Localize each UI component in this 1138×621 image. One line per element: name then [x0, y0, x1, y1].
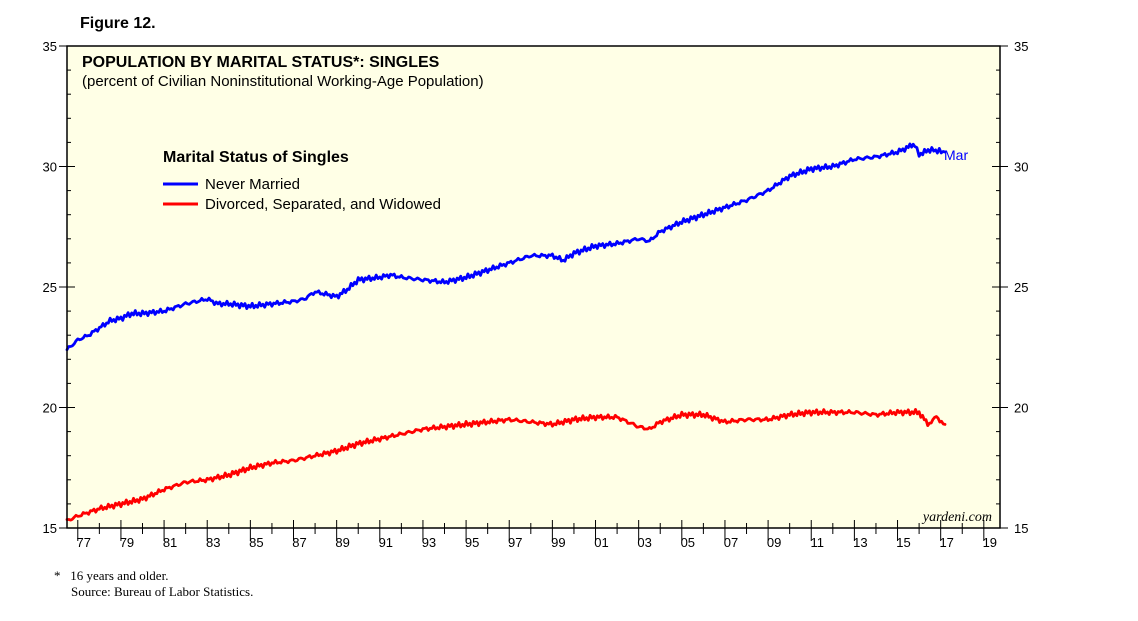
x-tick-label: 77: [77, 535, 91, 550]
legend-label-divorced: Divorced, Separated, and Widowed: [205, 196, 441, 213]
y-tick-label-left: 20: [43, 401, 57, 416]
plot-background: [67, 46, 1000, 528]
x-tick-label: 87: [292, 535, 306, 550]
y-tick-label-left: 35: [43, 39, 57, 54]
y-tick-label-left: 30: [43, 160, 57, 175]
x-tick-label: 17: [939, 535, 953, 550]
y-tick-label-right: 30: [1014, 160, 1028, 175]
footnote-asterisk: *: [54, 568, 61, 583]
x-tick-label: 99: [551, 535, 565, 550]
x-tick-label: 15: [896, 535, 910, 550]
footnote-note: 16 years and older.: [70, 568, 169, 583]
legend-label-never-married: Never Married: [205, 176, 300, 193]
y-tick-label-left: 15: [43, 521, 57, 536]
x-tick-label: 03: [637, 535, 651, 550]
footnote-source: Source: Bureau of Labor Statistics.: [71, 584, 254, 599]
series-line-divorced: [65, 407, 947, 522]
watermark: yardeni.com: [921, 510, 992, 525]
x-tick-label: 93: [422, 535, 436, 550]
chart-subtitle: (percent of Civilian Noninstitutional Wo…: [82, 73, 484, 90]
x-tick-label: 19: [983, 535, 997, 550]
end-label: Mar: [944, 147, 968, 163]
axis-ticks: [59, 45, 1008, 541]
series-group: [65, 142, 947, 522]
plot-frame: [66, 45, 1001, 529]
x-tick-label: 91: [379, 535, 393, 550]
y-tick-label-right: 25: [1014, 280, 1028, 295]
x-tick-label: 13: [853, 535, 867, 550]
x-tick-label: 89: [335, 535, 349, 550]
x-tick-label: 81: [163, 535, 177, 550]
y-tick-label-left: 25: [43, 280, 57, 295]
x-tick-label: 97: [508, 535, 522, 550]
chart-title: POPULATION BY MARITAL STATUS*: SINGLES: [82, 54, 440, 71]
x-tick-label: 95: [465, 535, 479, 550]
x-tick-labels: 77 79 81 83 85 87 89 91 93 95 97 99 01 03 05 07 09 11 13 15…: [77, 535, 998, 550]
x-tick-label: 07: [724, 535, 738, 550]
x-tick-label: 83: [206, 535, 220, 550]
series-line-never-married: [65, 142, 947, 352]
figure-label: Figure 12.: [80, 15, 156, 32]
x-tick-label: 09: [767, 535, 781, 550]
x-tick-label: 01: [594, 535, 608, 550]
x-tick-label: 11: [810, 535, 824, 550]
x-tick-label: 79: [120, 535, 134, 550]
y-tick-labels: 15 15 20 20 25 25 30 30 35 35: [43, 39, 1029, 536]
y-tick-label-right: 35: [1014, 39, 1028, 54]
y-tick-label-right: 15: [1014, 521, 1028, 536]
footnote: * 16 years and older. Source: Bureau of …: [54, 568, 253, 600]
x-tick-label: 05: [681, 535, 695, 550]
legend-title: Marital Status of Singles: [163, 149, 349, 166]
x-tick-label: 85: [249, 535, 263, 550]
y-tick-label-right: 20: [1014, 401, 1028, 416]
